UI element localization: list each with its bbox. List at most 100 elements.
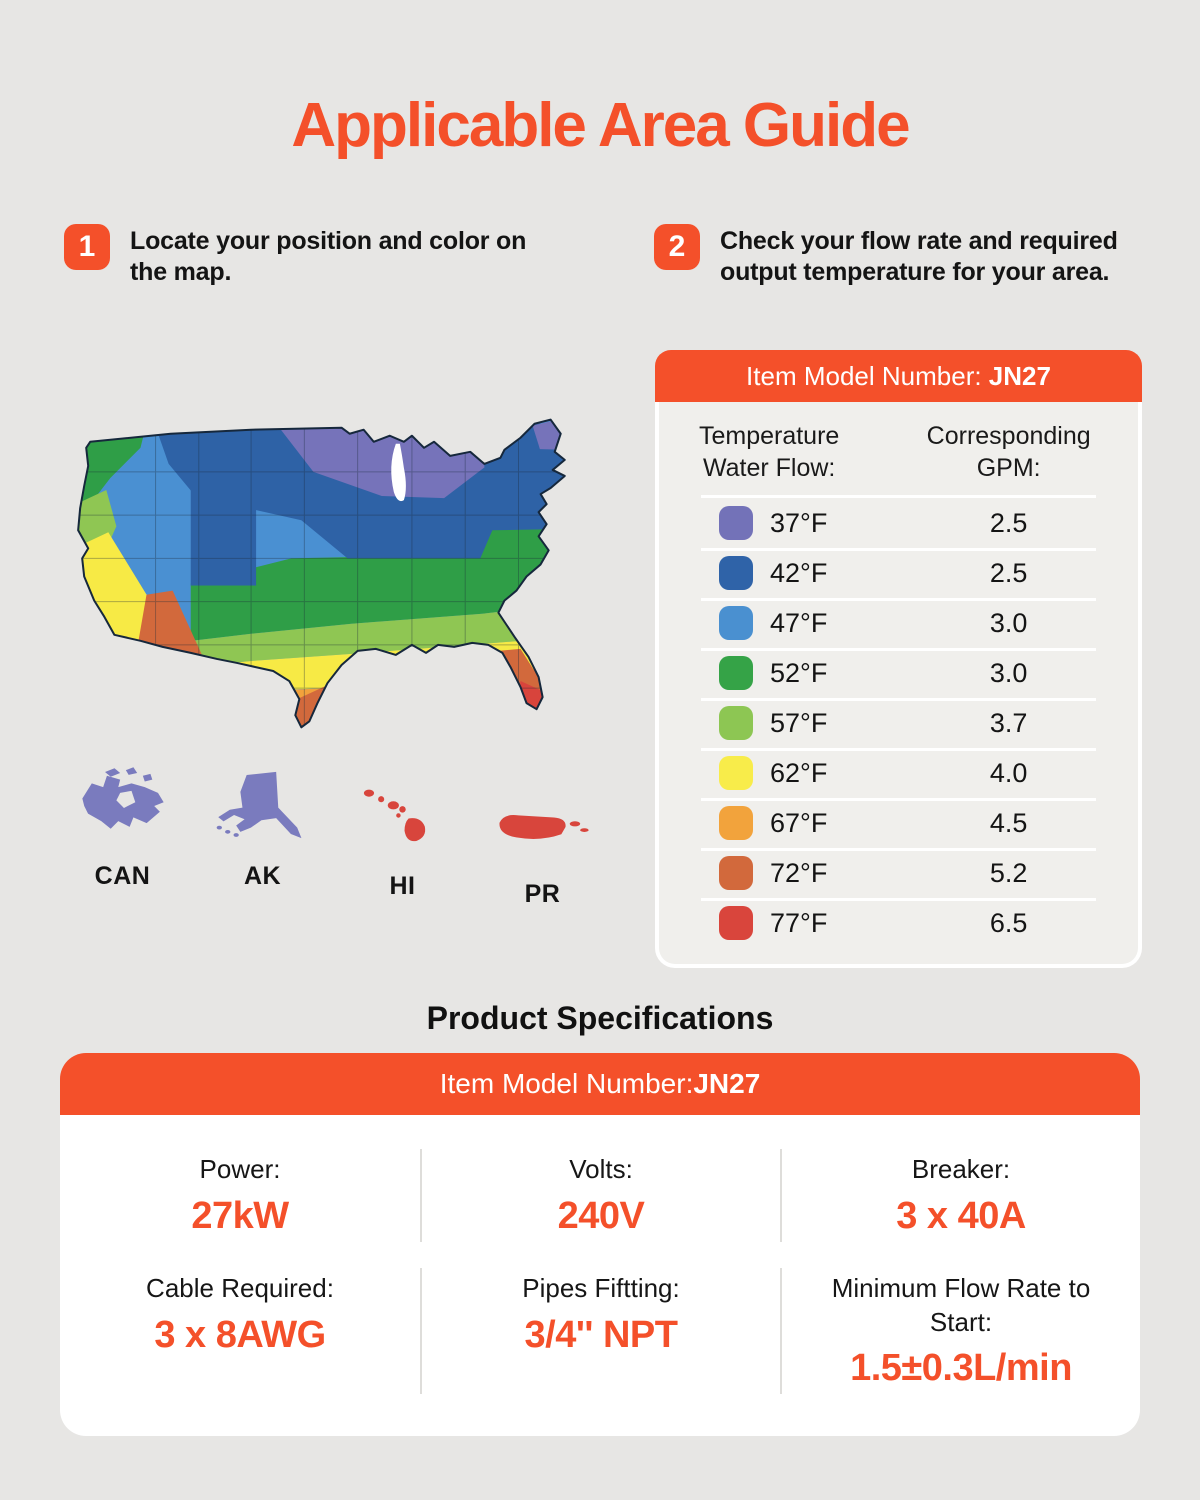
zone-temperature: 62°F [770,757,828,788]
spec-item: Breaker: 3 x 40A [780,1149,1140,1242]
zone-color-swatch [719,806,753,840]
zone-cell: 57°F [659,706,879,740]
us-climate-zone-map [77,418,566,729]
zone-color-swatch [719,756,753,790]
spec-section-heading: Product Specifications [426,1000,774,1036]
spec-item: Minimum Flow Rate to Start: 1.5±0.3L/min [780,1267,1140,1395]
zone-gpm-value: 3.0 [989,607,1028,638]
zone-gpm-value: 4.0 [989,757,1028,788]
zone-temperature: 42°F [770,557,828,588]
zone-gpm-value: 5.2 [989,857,1028,888]
flow-table-row: 67°F 4.5 [659,798,1138,848]
flow-table-header-band: Item Model Number: JN27 [655,350,1142,402]
zone-color-swatch [719,506,753,540]
spec-item-label: Breaker: [911,1154,1011,1184]
zone-cell: 72°F [659,856,879,890]
mini-map-hawaii: HI [340,748,465,909]
zone-gpm-value: 3.7 [989,707,1028,738]
column-header-temperature: Temperature Water Flow: [698,422,840,482]
spec-item-value: 240V [557,1194,645,1237]
spec-item: Power: 27kW [60,1149,420,1242]
spec-item-label: Volts: [569,1154,633,1184]
zone-temperature: 37°F [770,507,828,538]
zone-temperature: 72°F [770,857,828,888]
puerto-rico-map-icon [498,815,589,839]
flow-table-row: 77°F 6.5 [659,898,1138,948]
flow-table-row: 52°F 3.0 [659,648,1138,698]
zone-color-swatch [719,856,753,890]
spec-item: Volts: 240V [420,1149,780,1242]
zone-color-swatch [719,906,753,940]
spec-item-label: Minimum Flow Rate to Start: [831,1272,1091,1337]
flow-table-row: 42°F 2.5 [659,548,1138,598]
zone-gpm-value: 2.5 [989,557,1028,588]
zone-gpm-value: 6.5 [989,907,1028,938]
hawaii-map-icon [363,789,425,842]
mini-map-label-ak: AK [243,862,282,890]
zone-temperature: 57°F [770,707,828,738]
flow-table-rows: 37°F 2.5 42°F 2.5 47°F 3.0 52°F 3.0 57°F… [659,498,1138,948]
zone-cell: 37°F [659,506,879,540]
zone-color-swatch [719,606,753,640]
spec-card: Item Model Number: JN27 Power: 27kW Volts… [60,1053,1140,1437]
spec-item-label: Pipes Fiftting: [522,1272,680,1303]
zone-temperature: 47°F [770,607,828,638]
zone-temperature: 77°F [770,907,828,938]
spec-item-value: 1.5±0.3L/min [850,1347,1072,1390]
zone-temperature: 67°F [770,807,828,838]
flow-header-prefix: Item Model Number: [746,360,989,391]
zone-62f-california [78,532,147,641]
step-1: 1 Locate your position and color on the … [64,224,550,288]
mini-map-label-can: CAN [94,862,151,890]
zone-cell: 62°F [659,756,879,790]
flow-table-row: 62°F 4.0 [659,748,1138,798]
canada-map-icon [81,767,164,829]
zone-cell: 47°F [659,606,879,640]
mini-map-label-pr: PR [524,880,561,908]
spec-item-value: 27kW [191,1194,289,1237]
flow-rate-table-card: Item Model Number: JN27 Temperature Wate… [655,350,1142,968]
page-title: Applicable Area Guide [291,91,910,160]
step-1-number-badge: 1 [64,224,110,270]
us-outline [77,418,566,729]
spec-header-prefix: Item Model Number: [439,1068,694,1099]
zone-color-swatch [719,706,753,740]
spec-item-label: Cable Required: [146,1272,334,1303]
step-1-text: Locate your position and color on the ma… [130,227,527,286]
mini-map-label-hi: HI [389,872,416,900]
zone-gpm-value: 3.0 [989,657,1028,688]
mini-map-canada: CAN [60,748,185,909]
spec-grid: Power: 27kW Volts: 240V Breaker: 3 x 40A… [60,1115,1140,1437]
spec-item-value: 3/4'' NPT [524,1313,678,1356]
spec-card-header-band: Item Model Number: JN27 [60,1053,1140,1115]
zone-cell: 67°F [659,806,879,840]
zone-temperature: 52°F [770,657,828,688]
spec-item: Pipes Fiftting: 3/4'' NPT [420,1267,780,1395]
step-2-text: Check your flow rate and required output… [720,227,1118,286]
alaska-map-icon [216,771,301,839]
zone-gpm-value: 4.5 [989,807,1028,838]
flow-table-row: 57°F 3.7 [659,698,1138,748]
step-2: 2 Check your flow rate and required outp… [654,224,1120,288]
zone-cell: 42°F [659,556,879,590]
spec-item-value: 3 x 8AWG [154,1313,326,1356]
flow-table-row: 37°F 2.5 [659,498,1138,548]
flow-table-row: 72°F 5.2 [659,848,1138,898]
column-header-gpm: Corresponding GPM: [926,422,1091,482]
flow-header-model: JN27 [988,360,1051,391]
zone-52f-pacific-northwest [78,423,147,509]
mini-maps-row: CAN AK [60,748,605,909]
zone-77f-florida-tip [518,681,543,714]
flow-table-body: Temperature Water Flow: Corresponding GP… [655,402,1142,968]
step-2-number-badge: 2 [654,224,700,270]
zone-color-swatch [719,656,753,690]
spec-item-value: 3 x 40A [896,1194,1026,1237]
lake-michigan [391,443,406,502]
spec-item-label: Power: [199,1154,281,1184]
zone-color-swatch [719,556,753,590]
mini-map-alaska: AK [200,748,325,909]
spec-header-model: JN27 [693,1068,761,1099]
zone-gpm-value: 2.5 [989,507,1028,538]
spec-item: Cable Required: 3 x 8AWG [60,1268,420,1395]
